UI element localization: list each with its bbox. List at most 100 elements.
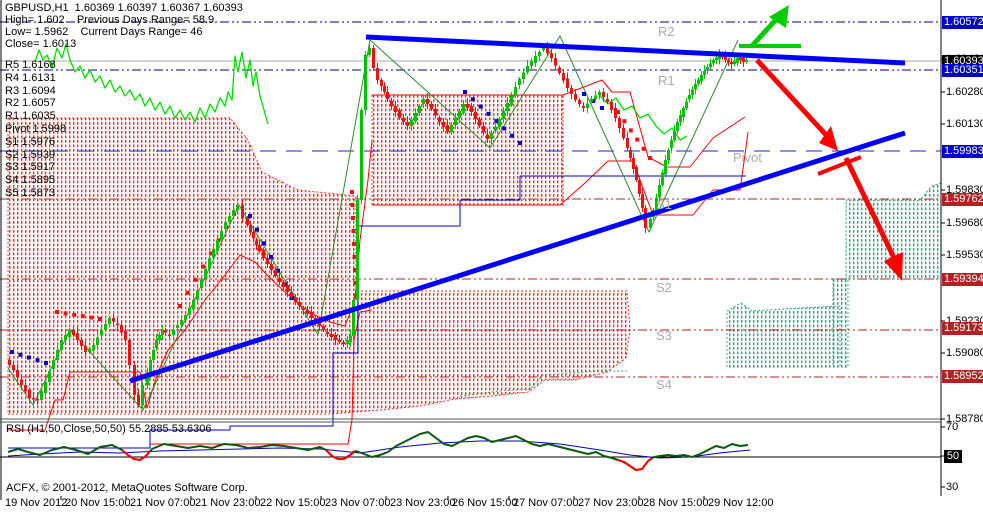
cloud-region bbox=[7, 117, 631, 415]
signal-dot bbox=[628, 128, 633, 133]
signal-dot bbox=[193, 277, 198, 282]
pivot-list-row: S5 1.5873 bbox=[5, 187, 56, 199]
signal-dot bbox=[622, 119, 627, 124]
ichimoku-clouds bbox=[7, 94, 942, 415]
signal-dot bbox=[486, 111, 491, 116]
signal-dot bbox=[98, 317, 102, 321]
price-tick-label: 1.59680 bbox=[946, 217, 983, 229]
signal-dot bbox=[185, 290, 190, 295]
signal-dot bbox=[201, 264, 206, 269]
signal-dot bbox=[352, 255, 357, 259]
level-label-r2: R2 bbox=[658, 24, 675, 39]
time-tick-label: 23 Nov 07:00 bbox=[325, 497, 391, 509]
price-level-box: 1.60572 bbox=[942, 16, 983, 29]
rsi-scale-label: 50 bbox=[944, 450, 962, 463]
ascending-support-trendline[interactable] bbox=[129, 130, 906, 384]
signal-dot bbox=[470, 97, 475, 102]
level-label-r1: R1 bbox=[658, 73, 675, 88]
signal-dot bbox=[635, 137, 640, 142]
signal-dot bbox=[648, 156, 652, 160]
cloud-region bbox=[726, 302, 841, 368]
level-label-s2: S2 bbox=[656, 280, 672, 295]
signal-dot bbox=[351, 229, 356, 233]
time-tick-label: 21 Nov 07:00 bbox=[130, 497, 196, 509]
senkou-top-line bbox=[372, 79, 746, 168]
price-level-box: 1.59983 bbox=[942, 145, 983, 158]
signal-dot bbox=[478, 104, 483, 109]
annotation-arrows[interactable] bbox=[739, 5, 903, 281]
stat-low-range: Low= 1.5962 Current Days Range= 46 bbox=[5, 26, 203, 38]
price-level-box: 1.60351 bbox=[942, 64, 983, 77]
time-tick-label: 19 Nov 2012 bbox=[5, 497, 68, 509]
signal-dot bbox=[494, 119, 499, 124]
copyright-text: ACFX, © 2001-2012, MetaQuotes Software C… bbox=[6, 482, 248, 494]
signal-dot bbox=[353, 268, 357, 272]
price-tick-label: 1.59080 bbox=[946, 347, 983, 359]
red-crossbar[interactable] bbox=[817, 155, 862, 176]
signal-dot bbox=[80, 314, 85, 319]
time-tick-label: 27 Nov 23:00 bbox=[578, 497, 644, 509]
signal-dot bbox=[502, 126, 507, 131]
signal-dot bbox=[351, 216, 355, 220]
time-tick-label: 22 Nov 15:00 bbox=[260, 497, 326, 509]
time-tick-label: 26 Nov 15:00 bbox=[452, 497, 518, 509]
time-tick-label: 27 Nov 07:00 bbox=[513, 497, 579, 509]
tenkan-left-line bbox=[8, 139, 373, 431]
rsi-oversold-segment bbox=[325, 449, 355, 460]
cloud-region bbox=[371, 94, 564, 206]
rsi-scale-label: 30 bbox=[946, 481, 959, 493]
signal-dot bbox=[248, 214, 252, 218]
signal-dot bbox=[72, 312, 77, 317]
price-tick-label: 1.60130 bbox=[946, 118, 983, 130]
pivot-list-row: S3 1.5917 bbox=[5, 161, 56, 174]
signal-dot bbox=[269, 255, 273, 259]
pivot-list-row: R1 1.6035 bbox=[5, 110, 56, 123]
level-label-s4: S4 bbox=[656, 377, 672, 392]
chikou-b-line bbox=[599, 95, 688, 141]
red-arrow-1-head[interactable] bbox=[819, 126, 838, 151]
pivot-list-row: R4 1.6131 bbox=[5, 71, 56, 84]
pivot-list-row: S4 1.5895 bbox=[5, 174, 56, 187]
rsi-oversold-segment bbox=[617, 457, 653, 471]
trendlines[interactable] bbox=[129, 34, 906, 384]
signal-dot bbox=[55, 310, 59, 314]
descending-resistance-trendline[interactable] bbox=[365, 34, 906, 66]
price-tick-label: 1.58780 bbox=[946, 413, 983, 425]
rsi-signal-line bbox=[7, 440, 751, 459]
indicator-lines bbox=[7, 35, 749, 449]
symbol-ohlc-readout: GBPUSD,H1 1.60369 1.60397 1.60367 1.6039… bbox=[5, 2, 243, 14]
signal-dot bbox=[641, 146, 646, 151]
rsi-oversold-segment bbox=[121, 449, 151, 461]
red-down-arrow-2[interactable] bbox=[843, 156, 899, 264]
green-arrow-head[interactable] bbox=[769, 5, 789, 28]
signal-dot bbox=[352, 242, 356, 246]
time-tick-label: 20 Nov 15:00 bbox=[65, 497, 131, 509]
price-level-box: 1.59173 bbox=[942, 322, 983, 335]
signal-dot bbox=[178, 304, 182, 308]
candlesticks bbox=[8, 42, 748, 408]
chart-frame bbox=[0, 0, 945, 500]
signal-dot bbox=[35, 358, 40, 363]
level-label-s1: S1 bbox=[656, 197, 672, 212]
signal-dot bbox=[89, 315, 94, 320]
red-arrow-2-head[interactable] bbox=[884, 252, 903, 281]
signal-dot bbox=[208, 251, 213, 256]
stat-close: Close= 1.6013 bbox=[5, 38, 77, 50]
signal-dot bbox=[276, 268, 280, 273]
price-level-box: 1.59762 bbox=[942, 193, 983, 206]
signal-dot bbox=[44, 361, 48, 365]
pivot-list-row: R2 1.6057 bbox=[5, 97, 56, 110]
signal-dot bbox=[262, 241, 266, 246]
signal-dot bbox=[18, 352, 23, 357]
red-down-arrow-1[interactable] bbox=[755, 58, 830, 139]
time-tick-label: 23 Nov 23:00 bbox=[390, 497, 456, 509]
price-level-box: 1.58952 bbox=[942, 370, 983, 383]
green-dotted-boundary-line bbox=[459, 370, 627, 397]
pivot-list-row: R3 1.6094 bbox=[5, 84, 56, 97]
level-label-pivot: Pivot bbox=[733, 150, 762, 165]
chikou-a-line bbox=[34, 43, 269, 125]
stat-high-range: High= 1.602 Previous Days Range= 58.9 bbox=[5, 14, 215, 26]
kijun-left-line bbox=[150, 309, 373, 445]
